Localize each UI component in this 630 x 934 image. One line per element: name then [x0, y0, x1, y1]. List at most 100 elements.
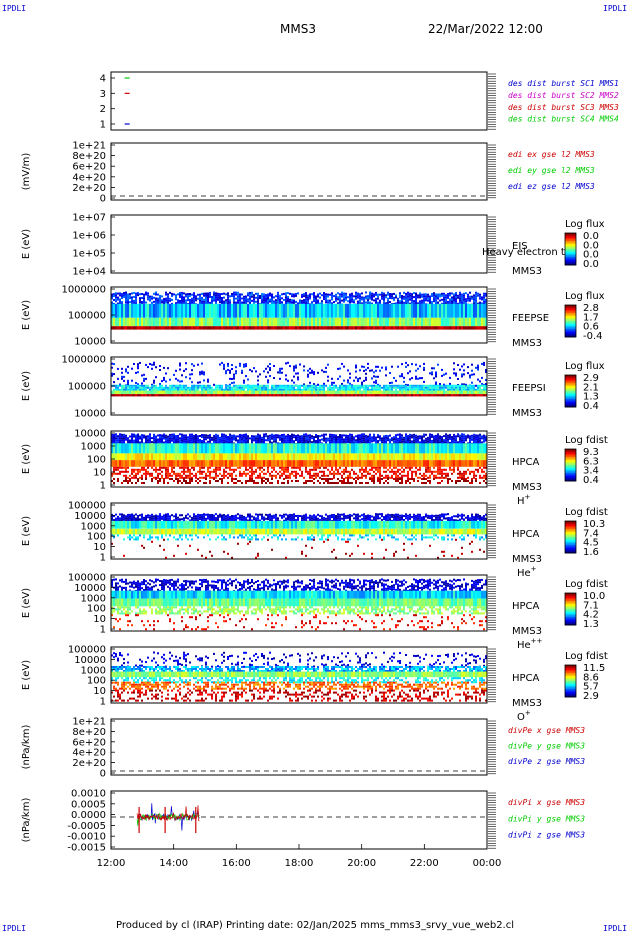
spectrogram-cell [371, 386, 373, 389]
spectrogram-cell [169, 299, 171, 302]
spectrogram-cell [289, 326, 291, 330]
spectrogram-cell [371, 438, 373, 441]
spectrogram-cell [325, 394, 327, 397]
spectrogram-cell [149, 437, 151, 440]
spectrogram-cell [235, 443, 237, 454]
y-tick-label: 1e+05 [72, 249, 106, 260]
spectrogram-cell [429, 301, 431, 304]
spectrogram-cell [243, 394, 245, 397]
spectrogram-cell [231, 326, 233, 330]
spectrogram-cell [157, 472, 159, 475]
spectrogram-cell [393, 384, 395, 387]
spectrogram-cell [141, 390, 143, 395]
spectrogram-cell [437, 470, 439, 473]
spectrogram-cell [271, 476, 273, 479]
spectrogram-cell [463, 394, 465, 397]
spectrogram-cell [365, 388, 367, 391]
spectrogram-cell [323, 394, 325, 397]
spectrogram-cell [283, 298, 285, 301]
spectrogram-cell [151, 301, 153, 304]
spectrogram-cell [335, 386, 337, 389]
spectrogram-cell [383, 390, 385, 395]
spectrogram-cell [385, 368, 387, 371]
spectrogram-cell [213, 436, 215, 439]
colorbar-swatch [565, 306, 576, 309]
spectrogram-cell [341, 474, 343, 477]
spectrogram-cell [139, 301, 141, 304]
spectrogram-cell [117, 480, 119, 482]
spectrogram-cell [195, 390, 197, 395]
spectrogram-cell [409, 302, 411, 305]
spectrogram-cell [357, 302, 359, 305]
spectrogram-cell [245, 460, 247, 467]
spectrogram-cell [343, 298, 345, 301]
spectrogram-cell [249, 474, 251, 477]
spectrogram-cell [397, 386, 399, 389]
spectrogram-cell [261, 436, 263, 439]
spectrogram-cell [171, 443, 173, 454]
spectrogram-cell [407, 474, 409, 477]
spectrogram-cell [439, 437, 441, 440]
spectrogram-cell [187, 436, 189, 439]
spectrogram-cell [373, 295, 375, 298]
spectrogram-cell [319, 317, 321, 327]
spectrogram-cell [293, 474, 295, 477]
spectrogram-cell [397, 441, 399, 444]
spectrogram-cell [265, 460, 267, 467]
spectrogram-cell [395, 384, 397, 387]
spectrogram-cell [195, 460, 197, 467]
spectrogram-cell [131, 476, 133, 479]
spectrogram-cell [207, 384, 209, 387]
spectrogram-cell [431, 433, 433, 436]
spectrogram-cell [373, 381, 375, 384]
spectrogram-cell [267, 439, 269, 442]
spectrogram-cell [347, 460, 349, 467]
spectrogram-cell [431, 388, 433, 391]
spectrogram-cell [363, 439, 365, 442]
spectrogram-cell [307, 388, 309, 391]
spectrogram-cell [195, 476, 197, 479]
spectrogram-cell [439, 326, 441, 330]
spectrogram-cell [393, 326, 395, 330]
spectrogram-cell [261, 326, 263, 330]
spectrogram-cell [283, 388, 285, 391]
spectrogram-cell [285, 390, 287, 395]
spectrogram-cell [429, 441, 431, 444]
spectrogram-cell [433, 478, 435, 480]
spectrogram-cell [157, 301, 159, 304]
spectrogram-cell [165, 390, 167, 395]
spectrogram-cell [169, 433, 171, 436]
spectrogram-cell [207, 468, 209, 471]
spectrogram-cell [239, 295, 241, 298]
spectrogram-cell [465, 384, 467, 387]
spectrogram-cell [127, 453, 129, 461]
spectrogram-cell [355, 472, 357, 475]
spectrogram-cell [281, 468, 283, 471]
spectrogram-cell [365, 317, 367, 327]
spectrogram-cell [275, 388, 277, 391]
spectrogram-cell [455, 386, 457, 389]
spectrogram-cell [359, 303, 361, 318]
spectrogram-cell [161, 460, 163, 467]
spectrogram-cell [249, 299, 251, 302]
spectrogram-cell [179, 443, 181, 454]
spectrogram-cell [179, 472, 181, 475]
spectrogram-cell [437, 317, 439, 327]
spectrogram-cell [173, 460, 175, 467]
spectrogram-cell [373, 433, 375, 436]
spectrogram-cell [145, 317, 147, 327]
spectrogram-cell [231, 394, 233, 397]
spectrogram-cell [165, 453, 167, 461]
spectrogram-cell [127, 388, 129, 391]
y-tick-label: 1 [100, 120, 106, 131]
spectrogram-cell [215, 388, 217, 391]
spectrogram-cell [301, 435, 303, 438]
spectrogram-cell [271, 388, 273, 391]
spectrogram-cell [299, 441, 301, 444]
spectrogram-cell [229, 295, 231, 298]
spectrogram-cell [399, 386, 401, 389]
spectrogram-cell [331, 294, 333, 297]
spectrogram-cell [293, 453, 295, 461]
spectrogram-cell [377, 303, 379, 318]
spectrogram-cell [333, 390, 335, 395]
